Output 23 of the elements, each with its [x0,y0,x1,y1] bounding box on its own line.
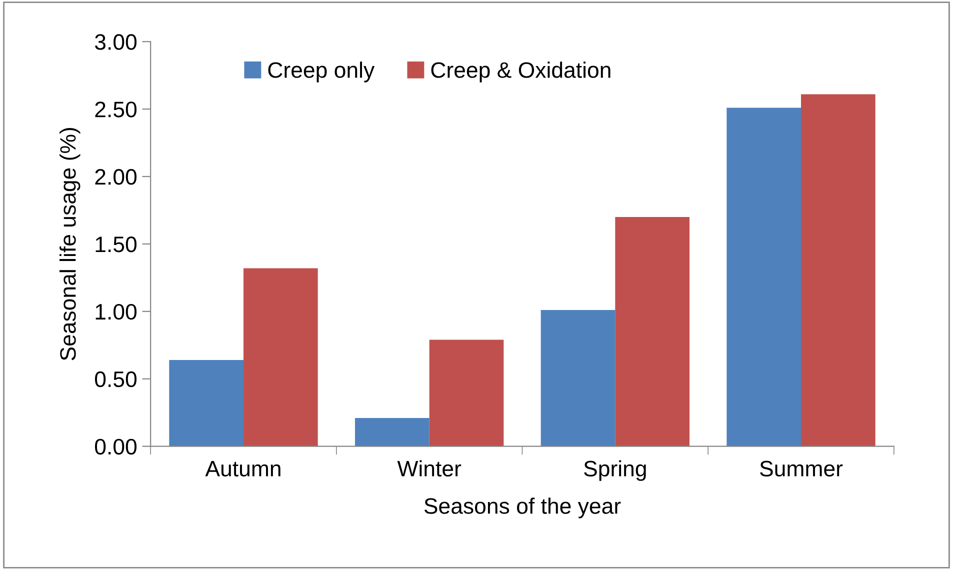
bar [429,340,504,446]
legend-label: Creep only [268,62,375,82]
y-tick-label: 2.00 [95,169,137,185]
bar [800,94,876,446]
x-tick-label: Winter [397,460,462,477]
y-tick-label: 2.50 [95,102,137,118]
x-tick-label: Summer [760,460,843,477]
y-tick-label: 3.00 [94,34,137,50]
x-axis-title: Seasons of the year [424,498,621,518]
bar [540,310,616,446]
y-tick-label: 0.00 [95,438,137,455]
bar [354,418,430,446]
bar [169,360,244,446]
y-axis-title: Seasonal life usage (%) [60,128,80,360]
bar [726,108,801,446]
y-tick-label: 0.50 [95,371,137,388]
bar [243,268,318,446]
bar [615,216,690,446]
x-tick-label: Autumn [205,461,280,477]
y-tick-label: 1.00 [96,304,137,320]
x-tick-label: Spring [584,460,646,481]
y-tick-label: 1.50 [96,236,137,252]
legend-label: Creep & Oxidation [431,62,610,82]
